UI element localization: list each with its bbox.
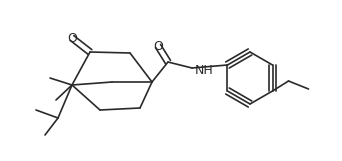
Text: O: O <box>67 32 77 44</box>
Text: O: O <box>153 39 163 52</box>
Text: NH: NH <box>195 63 214 76</box>
